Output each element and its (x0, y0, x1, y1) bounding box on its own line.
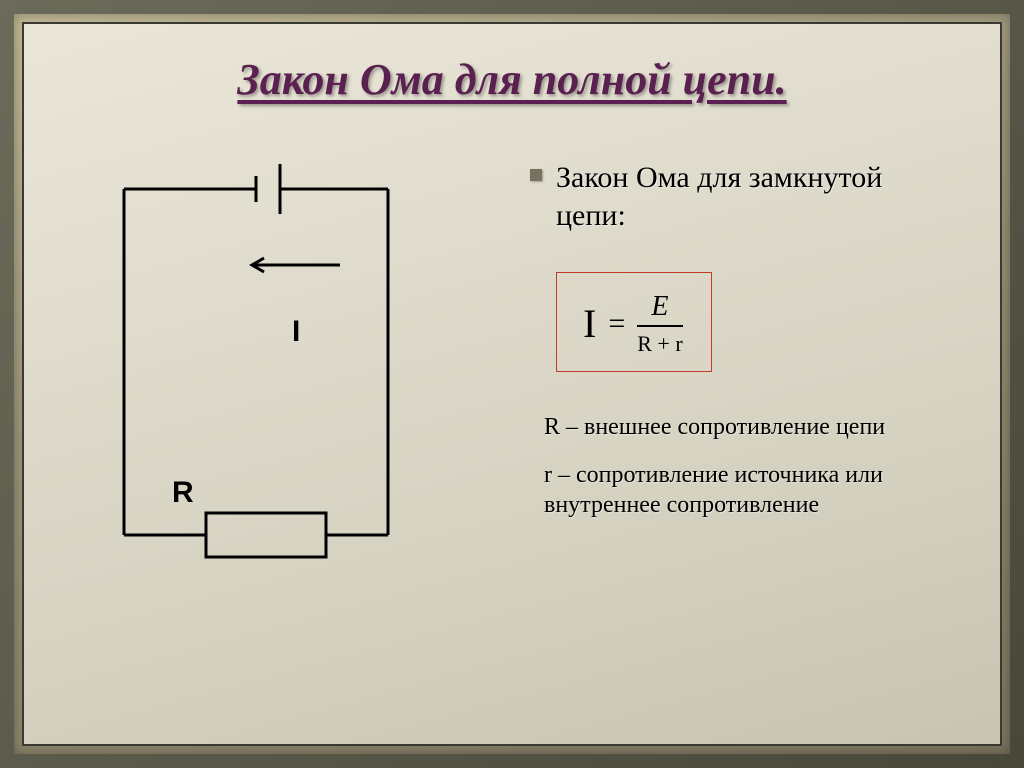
circuit-panel: I R (76, 153, 496, 613)
formula-numerator: E (647, 291, 672, 325)
formula-eq: = (608, 307, 625, 341)
definition-R: R – внешнее сопротивление цепи (544, 412, 904, 442)
content-row: I R Закон Ома для замкнутой цепи: I = E (76, 153, 948, 613)
title-container: Закон Ома для полной цепи. (76, 54, 948, 105)
slide-outer-frame: Закон Ома для полной цепи. I R Закон Ома… (14, 14, 1010, 754)
formula-denominator: R + r (637, 327, 682, 357)
current-label: I (292, 315, 300, 349)
resistor-label: R (172, 476, 194, 510)
formula: I = E R + r (583, 291, 683, 357)
subtitle-text: Закон Ома для замкнутой цепи: (556, 159, 948, 234)
circuit-diagram (76, 153, 436, 593)
formula-lhs: I (583, 300, 596, 347)
formula-fraction: E R + r (637, 291, 682, 357)
bullet-icon (530, 169, 542, 181)
slide-canvas: Закон Ома для полной цепи. I R Закон Ома… (22, 22, 1002, 746)
subtitle-item: Закон Ома для замкнутой цепи: (526, 159, 948, 234)
definition-r: r – сопротивление источника или внутренн… (544, 460, 904, 520)
slide-title: Закон Ома для полной цепи. (237, 54, 786, 105)
formula-box: I = E R + r (556, 272, 712, 372)
text-panel: Закон Ома для замкнутой цепи: I = E R + … (526, 153, 948, 613)
